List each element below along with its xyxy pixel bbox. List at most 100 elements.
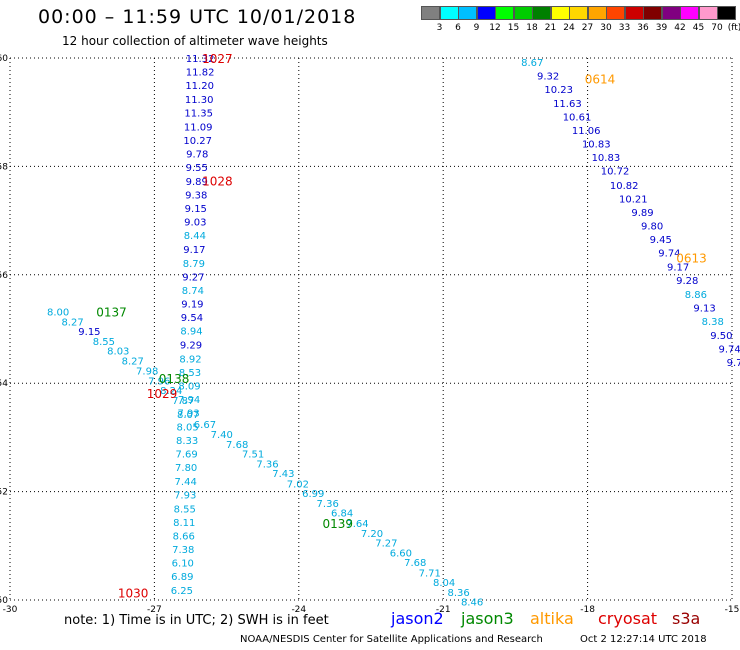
colorbar-label: 21 [544, 23, 557, 33]
wave-height-value: 8.03 [107, 347, 129, 358]
wave-height-value: 8.44 [184, 231, 206, 242]
wave-height-value: 8.92 [179, 354, 201, 365]
pass-time-label: 1028 [202, 175, 233, 189]
wave-height-value: 8.66 [173, 532, 195, 543]
colorbar-label: 45 [692, 23, 705, 33]
wave-height-value: 7.94 [178, 395, 200, 406]
lon-tick-label: -15 [725, 605, 740, 615]
wave-height-value: 7.40 [211, 430, 233, 441]
wave-height-value: 8.33 [176, 436, 198, 447]
pass-time-label: 0137 [96, 306, 127, 320]
wave-height-value: 9.19 [181, 300, 203, 311]
wave-height-value: 9.17 [183, 245, 205, 256]
legend-altika: altika [530, 609, 574, 628]
colorbar-label: 15 [507, 23, 520, 33]
wave-height-value: 8.07 [177, 410, 199, 421]
generated-timestamp: Oct 2 12:27:14 UTC 2018 [580, 634, 707, 645]
wave-height-value: 9.80 [641, 221, 663, 232]
wave-height-value: 8.55 [174, 504, 196, 515]
wave-height-value: 11.06 [572, 126, 601, 137]
wave-height-value: 9.17 [667, 263, 689, 274]
wave-height-value: 7.20 [361, 529, 383, 540]
wave-height-value: 9.45 [650, 235, 672, 246]
colorbar-label: 3 [436, 23, 443, 33]
colorbar-label: 18 [526, 23, 538, 33]
wave-height-value: 8.05 [176, 423, 198, 434]
wave-height-value: 7.93 [177, 408, 199, 419]
wave-height-value: 11.82 [186, 68, 215, 79]
wave-height-value: 7.64 [346, 519, 368, 530]
wave-height-value: 10.23 [544, 85, 573, 96]
wave-height-value: 7.68 [226, 440, 248, 451]
lat-tick-label: 52 [0, 488, 8, 498]
wave-height-value: 7.43 [272, 469, 294, 480]
colorbar-label: 9 [473, 23, 480, 33]
units-note: note: 1) Time is in UTC; 2) SWH is in fe… [64, 613, 329, 628]
wave-height-value: 8.38 [702, 317, 724, 328]
pass-time-label: 0614 [585, 73, 616, 87]
wave-height-value: 8.27 [61, 317, 83, 328]
legend-cryosat: cryosat [598, 609, 658, 628]
lon-tick-label: -27 [147, 605, 162, 615]
wave-height-value: 7.87 [172, 396, 194, 407]
legend-jason3: jason3 [461, 609, 514, 628]
wave-height-value: 8.11 [173, 518, 195, 529]
wave-height-value: 9.89 [631, 208, 653, 219]
wave-height-value: 9.32 [537, 71, 559, 82]
wave-height-value: 7.44 [175, 477, 197, 488]
wave-height-value: 7.96 [148, 376, 170, 387]
wave-height-value: 7.71 [419, 568, 441, 579]
wave-height-value: 8.94 [180, 327, 202, 338]
lat-tick-label: 54 [0, 379, 8, 389]
wave-height-value: 11.32 [186, 54, 215, 65]
wave-height-value: 9.27 [182, 272, 204, 283]
pass-time-label: 1027 [202, 52, 233, 66]
wave-height-value: 6.60 [390, 548, 412, 559]
colorbar-label: 30 [600, 23, 612, 33]
wave-height-value: 9.38 [185, 191, 207, 202]
lon-tick-label: -30 [3, 605, 18, 615]
wave-height-value: 10.21 [619, 194, 648, 205]
wave-height-value: 9.03 [184, 218, 206, 229]
legend-jason2: jason2 [391, 609, 444, 628]
wave-height-value: 8.04 [433, 578, 455, 589]
wave-height-value: 10.61 [563, 113, 592, 124]
pass-time-label: 0613 [676, 252, 707, 266]
colorbar-label: 6 [455, 23, 461, 33]
wave-height-value: 6.25 [171, 586, 193, 597]
wave-height-value: 8.24 [160, 386, 182, 397]
wave-height-value: 7.02 [287, 479, 309, 490]
wave-height-value: 11.63 [553, 99, 582, 110]
pass-time-label: 0139 [322, 517, 353, 531]
wave-height-value: 9.28 [676, 276, 698, 287]
map-title: 00:00 – 11:59 UTC 10/01/2018 [38, 6, 357, 28]
lat-tick-label: 58 [0, 162, 8, 172]
wave-height-value: 11.09 [184, 122, 213, 133]
colorbar-swatch [717, 6, 736, 20]
wave-height-value: 7.80 [175, 463, 197, 474]
wave-height-value: 8.74 [182, 286, 204, 297]
wave-height-value: 10.27 [183, 136, 212, 147]
wave-height-value: 6.99 [302, 489, 324, 500]
wave-height-value: 7.98 [136, 367, 158, 378]
wave-height-value: 6.67 [194, 420, 216, 431]
wave-height-value: 11.20 [185, 81, 214, 92]
wave-height-value: 7.27 [375, 539, 397, 550]
wave-height-value: 8.46 [461, 598, 483, 609]
legend-s3a: s3a [672, 609, 701, 628]
wave-height-value: 9.50 [710, 331, 732, 342]
pass-time-label: 1030 [118, 586, 149, 600]
lat-tick-label: 60 [0, 54, 8, 64]
wave-height-value: 8.27 [122, 356, 144, 367]
wave-height-value: 9.15 [78, 327, 100, 338]
wave-height-value: 8.79 [183, 259, 205, 270]
wave-height-value: 6.84 [331, 509, 353, 520]
wave-height-value: 6.10 [172, 559, 194, 570]
wave-height-value: 6.89 [171, 572, 193, 583]
colorbar-label: 70 [711, 23, 723, 33]
wave-height-value: 9.54 [181, 313, 203, 324]
wave-height-value: 9.79 [727, 358, 740, 369]
wave-height-value: 7.36 [256, 459, 278, 470]
wave-height-value: 10.72 [601, 167, 630, 178]
colorbar-label: 27 [581, 23, 594, 33]
